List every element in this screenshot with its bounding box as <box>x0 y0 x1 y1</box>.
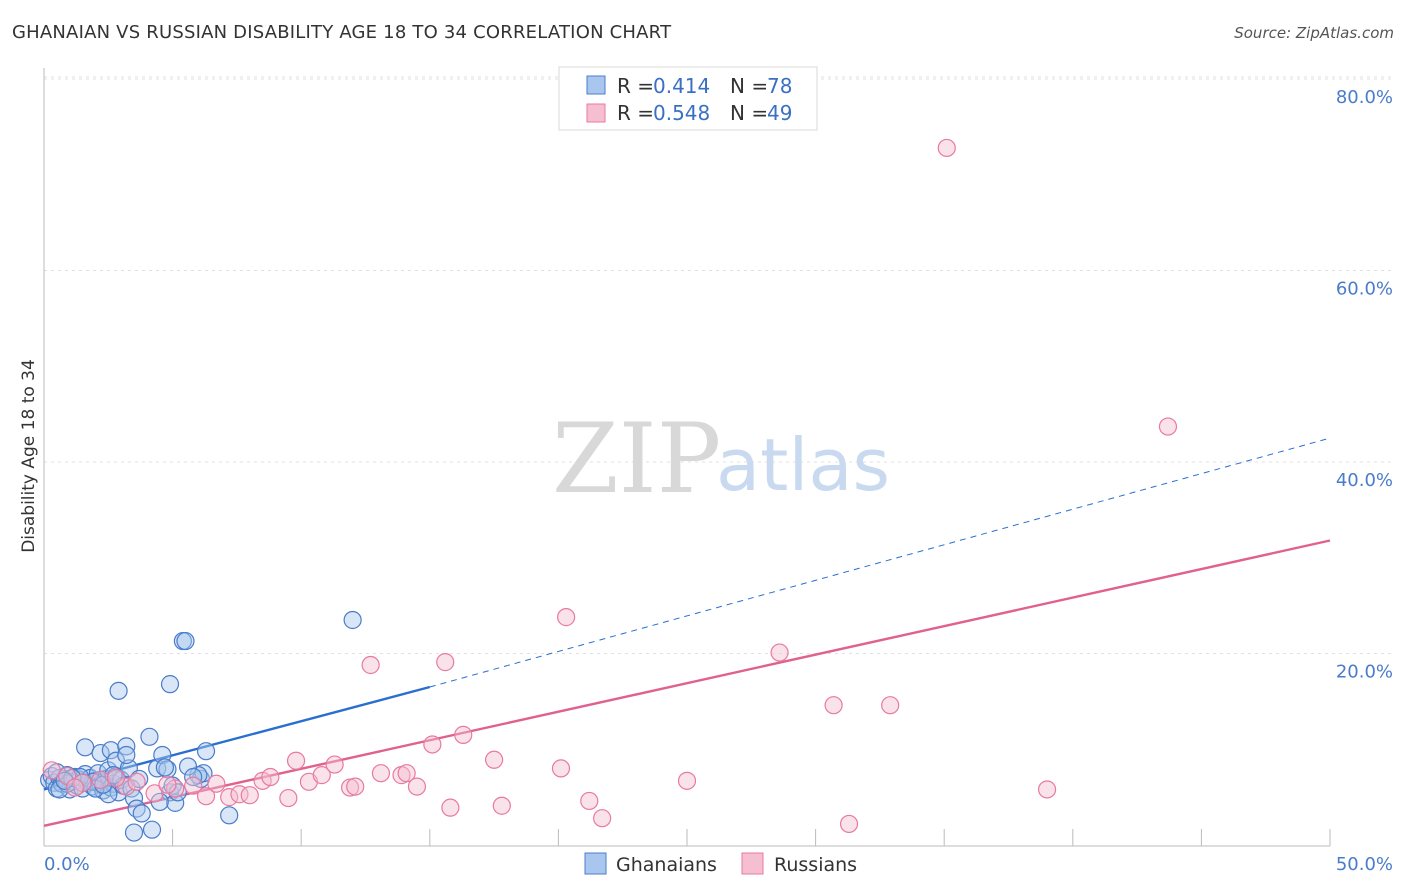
point-russians-24 <box>371 764 391 783</box>
point-ghanaians-67 <box>50 780 69 799</box>
point-russians-33 <box>492 796 511 815</box>
stats-legend: R = 0.414 N = 78 R = 0.548 N = 49 <box>558 66 818 131</box>
point-russians-35 <box>557 608 576 627</box>
point-russians-46 <box>65 778 84 797</box>
legend-swatch-ghanaians <box>586 75 606 95</box>
point-russians-37 <box>593 809 612 828</box>
source-label: Source: ZipAtlas.com <box>1234 24 1394 42</box>
legend-n-value-ghanaians: 78 <box>767 74 792 98</box>
legend-r-value-ghanaians: 0.414 <box>653 74 710 98</box>
data-points <box>40 138 1178 842</box>
point-ghanaians-56 <box>160 675 180 694</box>
y-tick-label-2: 60.0% <box>1336 279 1393 300</box>
point-russians-31 <box>454 725 473 744</box>
point-ghanaians-52 <box>196 742 216 761</box>
point-ghanaians-54 <box>178 757 198 776</box>
point-russians-10 <box>207 774 226 793</box>
point-ghanaians-73 <box>155 758 174 777</box>
point-russians-29 <box>436 653 455 672</box>
point-russians-17 <box>286 751 306 770</box>
axes <box>43 68 1331 847</box>
point-russians-0 <box>42 761 61 780</box>
bottom-legend-label-ghanaians: Ghanaians <box>616 854 717 876</box>
y-axis-title: Disability Age 18 to 34 <box>19 359 39 553</box>
point-russians-43 <box>937 138 956 158</box>
point-russians-20 <box>325 755 344 774</box>
point-ghanaians-62 <box>117 745 136 765</box>
point-russians-45 <box>1158 417 1178 436</box>
bottom-legend-swatch-ghanaians <box>584 852 607 875</box>
trend-line-extension-ghanaians <box>429 437 1331 688</box>
point-russians-30 <box>441 798 460 817</box>
point-russians-22 <box>346 777 365 796</box>
point-russians-11 <box>220 788 239 807</box>
point-russians-38 <box>677 771 697 790</box>
point-ghanaians-47 <box>166 793 185 812</box>
point-russians-48 <box>158 775 177 794</box>
point-ghanaians-40 <box>132 804 151 823</box>
point-russians-6 <box>145 784 164 803</box>
point-ghanaians-39 <box>124 823 144 842</box>
point-russians-42 <box>881 696 900 715</box>
point-russians-34 <box>551 759 571 778</box>
point-russians-21 <box>340 778 360 797</box>
point-russians-47 <box>106 768 126 788</box>
point-ghanaians-59 <box>176 631 195 651</box>
point-russians-19 <box>312 766 331 785</box>
point-russians-27 <box>407 777 427 796</box>
series-legend: Ghanaians Russians <box>584 852 857 876</box>
legend-n-label-ghanaians: N = <box>730 74 768 98</box>
point-russians-39 <box>770 643 789 662</box>
point-ghanaians-77 <box>150 792 169 812</box>
chart-title: GHANAIAN VS RUSSIAN DISABILITY AGE 18 TO… <box>12 22 672 43</box>
legend-swatch-russians <box>586 103 606 123</box>
point-ghanaians-76 <box>55 771 74 790</box>
point-russians-41 <box>839 814 859 834</box>
x-tick-label-min: 0.0% <box>44 854 90 875</box>
trend-line-russians <box>43 539 1331 828</box>
legend-r-value-russians: 0.548 <box>653 101 710 125</box>
point-ghanaians-57 <box>109 681 128 700</box>
y-tick-labels: 20.0% 40.0% 60.0% 80.0% <box>1336 87 1393 683</box>
point-russians-28 <box>423 735 442 754</box>
bottom-legend-label-russians: Russians <box>774 854 857 876</box>
y-tick-label-1: 40.0% <box>1336 470 1393 491</box>
point-russians-16 <box>279 788 298 808</box>
point-russians-15 <box>261 767 280 787</box>
point-ghanaians-30 <box>91 743 110 763</box>
point-russians-3 <box>91 770 110 789</box>
point-russians-32 <box>485 750 504 769</box>
point-ghanaians-61 <box>220 806 239 825</box>
point-ghanaians-45 <box>158 760 177 779</box>
point-russians-5 <box>127 772 146 791</box>
legend-n-value-russians: 49 <box>767 101 792 125</box>
x-tick-label-max: 50.0% <box>1336 854 1393 875</box>
watermark-atlas: atlas <box>716 423 890 507</box>
y-tick-label-0: 20.0% <box>1336 662 1393 683</box>
point-ghanaians-29 <box>76 738 95 757</box>
watermark: ZIP atlas <box>552 403 890 515</box>
bottom-legend-swatch-russians <box>741 852 764 875</box>
point-ghanaians-60 <box>343 610 362 630</box>
legend-r-label-ghanaians: R = <box>617 74 654 98</box>
y-tick-label-3: 80.0% <box>1336 87 1393 108</box>
point-russians-44 <box>1037 780 1057 799</box>
point-russians-36 <box>580 791 599 811</box>
point-ghanaians-41 <box>142 820 162 839</box>
point-russians-9 <box>196 787 216 806</box>
point-russians-26 <box>397 764 416 783</box>
grid-lines <box>44 76 1393 654</box>
legend-n-label-russians: N = <box>730 101 768 125</box>
point-ghanaians-42 <box>140 727 159 746</box>
legend-r-label-russians: R = <box>617 101 654 125</box>
point-russians-40 <box>824 696 843 715</box>
point-russians-8 <box>184 776 203 795</box>
point-russians-13 <box>240 786 259 805</box>
watermark-zip: ZIP <box>552 403 721 515</box>
point-russians-23 <box>361 655 380 675</box>
